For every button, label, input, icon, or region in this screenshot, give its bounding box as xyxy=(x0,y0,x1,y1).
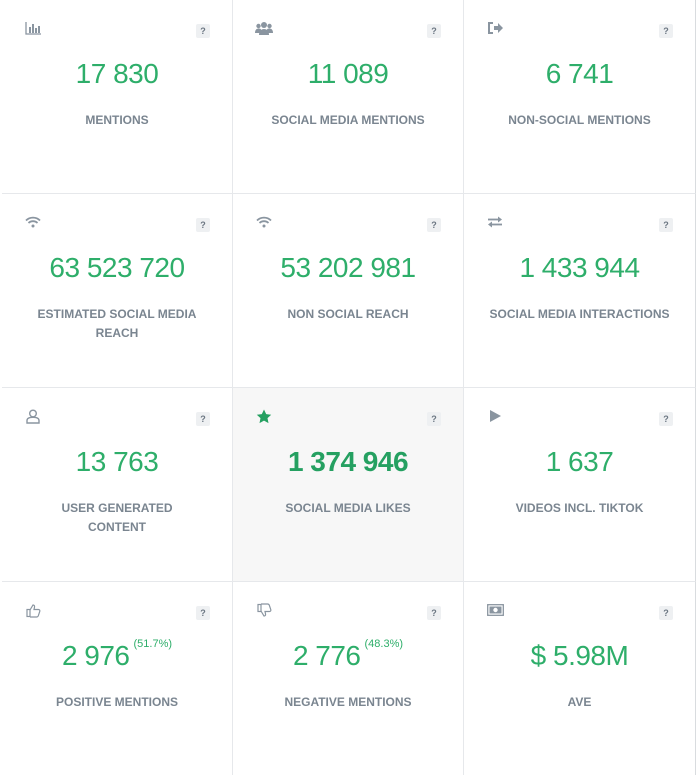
bar-chart-icon xyxy=(24,20,42,36)
stat-label: NON-SOCIAL MENTIONS xyxy=(508,113,651,127)
star-icon xyxy=(255,408,273,424)
stat-label: SOCIAL MEDIA LIKES xyxy=(285,501,411,515)
stat-value: 53 202 981 xyxy=(280,252,416,283)
stat-value: $ 5.98M xyxy=(530,640,629,671)
stat-card-social-media-mentions[interactable]: ? 11 089 SOCIAL MEDIA MENTIONS xyxy=(233,0,464,194)
stat-value: 13 763 xyxy=(75,446,159,477)
wifi-icon xyxy=(24,214,42,230)
help-icon[interactable]: ? xyxy=(659,412,673,426)
sign-out-icon xyxy=(486,20,504,36)
stat-label: MENTIONS xyxy=(85,113,149,127)
help-icon[interactable]: ? xyxy=(659,24,673,38)
stat-card-videos-incl-tiktok[interactable]: ? 1 637 VIDEOS INCL. TIKTOK xyxy=(464,388,696,582)
help-icon[interactable]: ? xyxy=(427,606,441,620)
help-icon[interactable]: ? xyxy=(427,218,441,232)
wifi-icon xyxy=(255,214,273,230)
stat-value: 63 523 720 xyxy=(49,252,185,283)
stat-card-non-social-reach[interactable]: ? 53 202 981 NON SOCIAL REACH xyxy=(233,194,464,388)
stat-card-positive-mentions[interactable]: ? 2 976 (51.7%) POSITIVE MENTIONS xyxy=(2,582,233,775)
play-icon xyxy=(486,408,504,424)
thumbs-up-icon xyxy=(24,602,42,618)
stat-percentage: (48.3%) xyxy=(364,638,404,650)
help-icon[interactable]: ? xyxy=(659,218,673,232)
exchange-icon xyxy=(486,214,504,230)
stat-card-user-generated-content[interactable]: ? 13 763 USER GENERATED CONTENT xyxy=(2,388,233,582)
stat-label: USER GENERATED CONTENT xyxy=(61,501,173,534)
stat-label: VIDEOS INCL. TIKTOK xyxy=(515,501,644,515)
help-icon[interactable]: ? xyxy=(196,218,210,232)
money-icon xyxy=(486,602,504,618)
stat-value: 2 776 (48.3%) xyxy=(233,638,463,672)
stat-percentage: (51.7%) xyxy=(133,638,173,650)
stat-number: 2 776 xyxy=(292,640,361,671)
stat-value: 6 741 xyxy=(545,58,614,89)
stat-label: NON SOCIAL REACH xyxy=(287,307,409,321)
stat-label: ESTIMATED SOCIAL MEDIA REACH xyxy=(37,307,197,340)
stat-card-non-social-mentions[interactable]: ? 6 741 NON-SOCIAL MENTIONS xyxy=(464,0,696,194)
thumbs-down-icon xyxy=(255,602,273,618)
stat-label: SOCIAL MEDIA MENTIONS xyxy=(271,113,425,127)
stat-card-social-media-interactions[interactable]: ? 1 433 944 SOCIAL MEDIA INTERACTIONS xyxy=(464,194,696,388)
stat-label: AVE xyxy=(567,695,592,709)
stat-card-social-media-likes[interactable]: ? 1 374 946 SOCIAL MEDIA LIKES xyxy=(233,388,464,582)
user-icon xyxy=(24,408,42,424)
help-icon[interactable]: ? xyxy=(659,606,673,620)
stat-card-negative-mentions[interactable]: ? 2 776 (48.3%) NEGATIVE MENTIONS xyxy=(233,582,464,775)
stat-value: 1 433 944 xyxy=(519,252,640,283)
stat-number: 2 976 xyxy=(61,640,130,671)
help-icon[interactable]: ? xyxy=(427,24,441,38)
stat-value: 17 830 xyxy=(75,58,159,89)
help-icon[interactable]: ? xyxy=(196,24,210,38)
help-icon[interactable]: ? xyxy=(427,412,441,426)
help-icon[interactable]: ? xyxy=(196,606,210,620)
stat-label: SOCIAL MEDIA INTERACTIONS xyxy=(489,307,670,321)
stat-value: 11 089 xyxy=(307,58,389,89)
stat-label: POSITIVE MENTIONS xyxy=(55,695,178,709)
stat-label: NEGATIVE MENTIONS xyxy=(284,695,412,709)
stat-value: 1 637 xyxy=(545,446,614,477)
stat-card-mentions[interactable]: ? 17 830 MENTIONS xyxy=(2,0,233,194)
stat-value: 1 374 946 xyxy=(287,446,409,477)
stat-card-estimated-social-media-reach[interactable]: ? 63 523 720 ESTIMATED SOCIAL MEDIA REAC… xyxy=(2,194,233,388)
users-icon xyxy=(255,20,273,36)
help-icon[interactable]: ? xyxy=(196,412,210,426)
stat-card-ave[interactable]: ? $ 5.98M AVE xyxy=(464,582,696,775)
stat-value: 2 976 (51.7%) xyxy=(2,638,232,672)
